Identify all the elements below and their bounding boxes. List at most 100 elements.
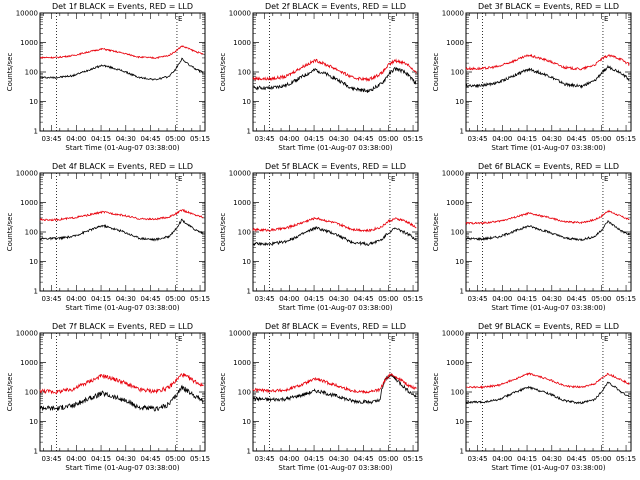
y-tick-label: 10 (455, 258, 464, 266)
plot-frame (39, 12, 206, 132)
x-tick-label: 05:00 (378, 455, 398, 463)
y-tick-label: 1 (247, 288, 251, 296)
y-tick-label: 100 (238, 389, 251, 397)
panel-det-7: Det 7f BLACK = Events, RED = LLD 1 10 100 10… (6, 322, 210, 472)
time-marker-label: E (391, 15, 395, 23)
x-tick-label: 05:00 (591, 135, 611, 143)
x-tick-label: 03:45 (41, 135, 61, 143)
x-axis-label: Start Time (01-Aug-07 03:38:00) (278, 144, 392, 152)
y-tick-label: 100 (25, 389, 38, 397)
time-marker-label: E (391, 175, 395, 183)
plot-frame (252, 12, 419, 132)
plot-frame (465, 332, 632, 452)
panel-title: Det 5f BLACK = Events, RED = LLD (265, 162, 406, 171)
time-marker-label: E (604, 15, 608, 23)
y-tick-label: 10000 (229, 330, 251, 338)
x-tick-label: 04:45 (566, 135, 586, 143)
panel-det-3: Det 3f BLACK = Events, RED = LLD 1 10 100 10… (432, 2, 636, 152)
plot-frame (39, 332, 206, 452)
panel-det-8: Det 8f BLACK = Events, RED = LLD 1 10 100 10… (219, 322, 423, 472)
panel-title: Det 7f BLACK = Events, RED = LLD (52, 322, 193, 331)
y-tick-label: 10 (455, 418, 464, 426)
y-tick-label: 10000 (229, 10, 251, 18)
x-tick-label: 05:15 (190, 135, 210, 143)
y-tick-label: 100 (451, 389, 464, 397)
panel-title: Det 6f BLACK = Events, RED = LLD (478, 162, 619, 171)
series-events-line (252, 66, 417, 93)
x-tick-label: 04:45 (353, 135, 373, 143)
y-tick-label: 1 (460, 288, 464, 296)
series-events-line (39, 57, 204, 81)
y-axis-label: Counts/sec (432, 373, 440, 412)
y-tick-label: 10000 (442, 170, 464, 178)
panel-title: Det 4f BLACK = Events, RED = LLD (52, 162, 193, 171)
x-tick-label: 04:45 (140, 135, 160, 143)
time-marker-label: E (178, 335, 182, 343)
y-tick-label: 10 (29, 98, 38, 106)
series-events-line (252, 226, 417, 247)
y-tick-label: 1 (34, 128, 38, 136)
panel-title: Det 9f BLACK = Events, RED = LLD (478, 322, 619, 331)
panel-det-1: Det 1f BLACK = Events, RED = LLD 1 10 100 10… (6, 2, 210, 152)
plot-frame (465, 12, 632, 132)
y-axis-label: Counts/sec (219, 373, 227, 412)
series-events-line (252, 372, 417, 405)
x-tick-label: 04:30 (542, 295, 562, 303)
y-tick-label: 10 (29, 418, 38, 426)
plot-frame (39, 172, 206, 292)
series-lld-line (465, 372, 630, 390)
y-tick-label: 1000 (20, 359, 38, 367)
panel-det-4: Det 4f BLACK = Events, RED = LLD 1 10 100 10… (6, 162, 210, 312)
x-axis-label: Start Time (01-Aug-07 03:38:00) (65, 464, 179, 472)
y-tick-label: 10000 (16, 170, 38, 178)
y-axis-label: Counts/sec (432, 53, 440, 92)
x-tick-label: 04:15 (517, 135, 537, 143)
panel-det-9: Det 9f BLACK = Events, RED = LLD 1 10 100 10… (432, 322, 636, 472)
panel-title: Det 8f BLACK = Events, RED = LLD (265, 322, 406, 331)
x-tick-label: 05:15 (403, 135, 423, 143)
series-lld-line (39, 45, 204, 60)
y-tick-label: 1000 (20, 39, 38, 47)
x-tick-label: 04:00 (66, 295, 86, 303)
y-tick-label: 10 (29, 258, 38, 266)
x-tick-label: 05:15 (616, 455, 636, 463)
x-tick-label: 04:45 (140, 455, 160, 463)
x-tick-label: 05:15 (403, 295, 423, 303)
x-tick-label: 04:00 (66, 455, 86, 463)
y-axis-label: Counts/sec (219, 213, 227, 252)
x-tick-label: 04:45 (566, 455, 586, 463)
series-lld-line (39, 208, 204, 222)
x-axis-label: Start Time (01-Aug-07 03:38:00) (491, 464, 605, 472)
x-tick-label: 05:00 (378, 135, 398, 143)
y-axis-label: Counts/sec (6, 373, 14, 412)
y-tick-label: 100 (238, 69, 251, 77)
panel-det-5: Det 5f BLACK = Events, RED = LLD 1 10 100 10… (219, 162, 423, 312)
x-axis-label: Start Time (01-Aug-07 03:38:00) (491, 144, 605, 152)
x-tick-label: 03:45 (467, 455, 487, 463)
y-tick-label: 100 (451, 229, 464, 237)
x-tick-label: 03:45 (467, 295, 487, 303)
x-tick-label: 03:45 (467, 135, 487, 143)
x-tick-label: 04:15 (91, 295, 111, 303)
x-tick-label: 05:00 (165, 295, 185, 303)
x-axis-label: Start Time (01-Aug-07 03:38:00) (491, 304, 605, 312)
x-tick-label: 04:15 (304, 135, 324, 143)
x-tick-label: 05:15 (616, 295, 636, 303)
series-events-line (465, 64, 630, 89)
x-tick-label: 05:00 (378, 295, 398, 303)
x-tick-label: 04:00 (492, 295, 512, 303)
x-tick-label: 04:45 (353, 295, 373, 303)
time-marker-label: E (604, 175, 608, 183)
x-tick-label: 04:15 (517, 295, 537, 303)
y-tick-label: 1 (34, 448, 38, 456)
series-lld-line (252, 372, 417, 394)
plot-frame (252, 172, 419, 292)
series-lld-line (465, 53, 630, 71)
y-tick-label: 10 (455, 98, 464, 106)
y-tick-label: 100 (25, 229, 38, 237)
y-tick-label: 1 (247, 448, 251, 456)
panel-det-2: Det 2f BLACK = Events, RED = LLD 1 10 100 10… (219, 2, 423, 152)
x-tick-label: 03:45 (41, 295, 61, 303)
y-tick-label: 1000 (233, 39, 251, 47)
